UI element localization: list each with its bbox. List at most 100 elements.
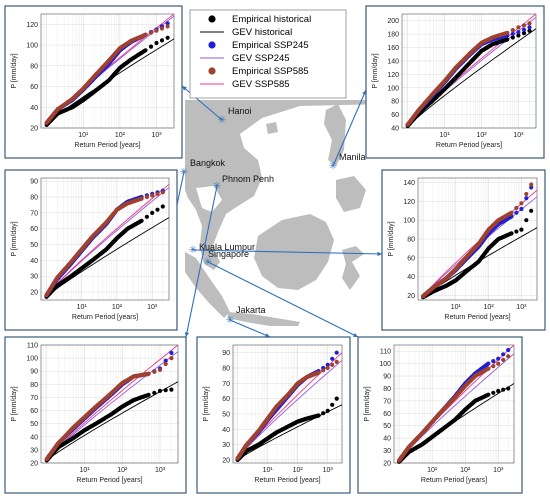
y-tick-label: 60 — [391, 112, 399, 119]
point-empirical-ssp585 — [154, 28, 159, 33]
y-tick-label: 70 — [383, 398, 391, 405]
point-empirical-ssp585 — [509, 210, 514, 215]
empirical-points — [44, 21, 170, 127]
point-empirical-ssp585 — [160, 190, 165, 195]
city-label-phnom-penh: Phnom Penh — [222, 174, 274, 184]
y-tick-label: 20 — [407, 293, 415, 300]
point-empirical-ssp245 — [510, 31, 515, 36]
y-axis-label: P [mm/day] — [372, 53, 379, 88]
point-empirical-historical — [152, 390, 157, 395]
point-empirical-ssp585 — [163, 361, 168, 367]
point-empirical-ssp585 — [506, 354, 511, 359]
point-empirical-ssp245 — [491, 359, 496, 364]
y-tick-label: 50 — [30, 421, 38, 428]
y-tick-label: 70 — [222, 381, 230, 388]
axes-box — [417, 177, 538, 301]
hainan — [266, 122, 278, 134]
point-empirical-historical — [144, 214, 149, 219]
legend-label-4: Empirical SSP585 — [232, 66, 309, 77]
point-empirical-historical — [154, 40, 159, 46]
chart-panel-middle-left: 20 30 40 50 60 70 80 90 10¹ 10² 10³ Return Period [… — [4, 169, 178, 331]
point-empirical-ssp245 — [330, 356, 335, 361]
y-tick-label: 40 — [391, 126, 399, 133]
arrowhead-phnom-penh — [184, 332, 190, 337]
point-empirical-historical — [524, 218, 529, 223]
legend-label-5: GEV SSP585 — [232, 79, 290, 90]
y-tick-label: 60 — [30, 84, 38, 91]
x-tick-label: 10² — [460, 467, 471, 474]
y-tick-label: 20 — [30, 290, 38, 297]
x-tick-label: 10² — [293, 467, 304, 474]
point-empirical-ssp585 — [496, 361, 501, 366]
y-axis-label: P [mm/day] — [364, 386, 371, 421]
mainland-landmass — [185, 100, 390, 256]
x-tick-label: 10² — [484, 304, 495, 311]
panel-frame — [381, 169, 546, 331]
x-axis-label: Return Period [years] — [436, 142, 502, 149]
y-tick-label: 80 — [30, 195, 38, 202]
x-tick-label: 10³ — [151, 132, 162, 139]
point-empirical-ssp585 — [321, 368, 326, 373]
y-tick-label: 90 — [222, 350, 230, 357]
y-tick-label: 140 — [403, 180, 415, 187]
y-tick-label: 30 — [30, 274, 38, 281]
connector-kuala-lumpur — [192, 249, 383, 255]
city-star-icon: ✳ — [204, 257, 212, 268]
point-empirical-ssp245 — [325, 362, 330, 367]
point-empirical-ssp245 — [527, 25, 532, 30]
x-tick-label: 10³ — [493, 467, 504, 474]
empirical-points — [405, 21, 532, 129]
city-star-icon: ✳ — [189, 245, 197, 256]
y-tick-label: 30 — [222, 442, 230, 449]
legend-marker-0 — [208, 15, 216, 23]
arrowhead-singapore — [353, 333, 358, 337]
city-markers: ✳Hanoi✳Manila✳Bangkok✳Phnom Penh✳ Kuala L… — [180, 106, 366, 326]
legend: Empirical historical GEV historical Empiri… — [189, 9, 347, 99]
y-axis-label: P [mm/day] — [388, 221, 395, 256]
point-empirical-ssp245 — [496, 356, 501, 361]
city-star-icon: ✳ — [329, 161, 337, 172]
point-empirical-historical — [509, 231, 514, 236]
point-empirical-ssp585 — [334, 359, 339, 364]
y-tick-label: 40 — [407, 274, 415, 281]
city-star-icon: ✳ — [218, 115, 226, 126]
point-empirical-ssp245 — [501, 352, 506, 357]
x-tick-label: 10³ — [147, 304, 158, 311]
empirical-points — [44, 350, 174, 463]
y-tick-label: 160 — [387, 45, 399, 52]
city-connectors — [170, 85, 383, 338]
arrowhead-jakarta — [265, 333, 270, 338]
x-axis-label: Return Period [years] — [72, 314, 138, 321]
point-empirical-ssp245 — [521, 27, 527, 32]
axes-box — [40, 13, 175, 129]
x-tick-label: 10² — [117, 467, 128, 474]
y-tick-label: 60 — [383, 411, 391, 418]
point-empirical-ssp585 — [325, 365, 330, 371]
y-tick-label: 20 — [30, 461, 38, 468]
point-empirical-ssp585 — [157, 367, 163, 372]
point-empirical-ssp585 — [486, 366, 491, 371]
point-empirical-historical — [505, 37, 510, 42]
y-tick-label: 60 — [222, 396, 230, 403]
java — [228, 312, 300, 326]
x-tick-label: 10² — [112, 304, 123, 311]
y-tick-label: 50 — [222, 411, 230, 418]
legend-label-0: Empirical historical — [232, 14, 311, 25]
y-tick-label: 80 — [383, 386, 391, 393]
point-empirical-ssp585 — [514, 205, 519, 211]
y-tick-label: 60 — [407, 255, 415, 262]
point-empirical-ssp245 — [516, 29, 521, 35]
point-empirical-ssp585 — [150, 193, 155, 198]
y-tick-label: 100 — [26, 43, 38, 50]
x-tick-label: 10² — [115, 132, 126, 139]
point-empirical-historical — [143, 48, 148, 53]
point-empirical-historical — [146, 392, 151, 397]
point-empirical-historical — [521, 30, 527, 36]
empirical-points — [44, 188, 165, 299]
empirical-points — [235, 350, 339, 462]
point-empirical-historical — [148, 44, 154, 49]
y-tick-label: 50 — [30, 242, 38, 249]
city-label-hanoi: Hanoi — [228, 106, 252, 116]
x-tick-label: 10¹ — [440, 132, 451, 139]
